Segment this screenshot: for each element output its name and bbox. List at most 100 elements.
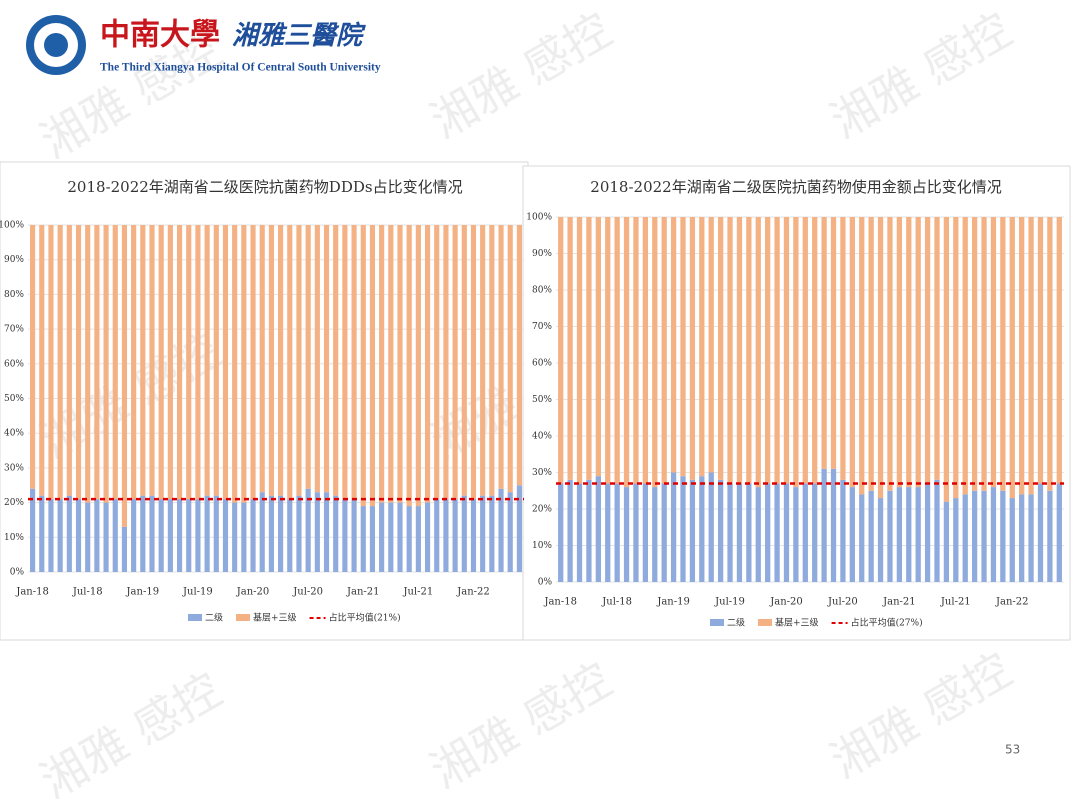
x-tick-label: Jul-20 xyxy=(292,587,323,598)
bar-segment xyxy=(830,468,837,582)
bar-segment xyxy=(222,499,229,572)
y-tick-label: 20% xyxy=(532,505,552,515)
bar-segment xyxy=(765,217,771,484)
bar-segment xyxy=(717,479,724,582)
bar-segment xyxy=(30,225,36,489)
bar-segment xyxy=(953,217,959,499)
bar-segment xyxy=(296,225,302,496)
bar-segment xyxy=(195,499,201,572)
bar-segment xyxy=(250,225,256,500)
bar-segment xyxy=(195,225,201,500)
bar-segment xyxy=(746,217,752,484)
bar-segment xyxy=(774,483,780,582)
legend-swatch xyxy=(710,619,724,626)
bar-segment xyxy=(1037,217,1044,484)
bar-segment xyxy=(971,217,978,491)
bar-segment xyxy=(424,502,431,572)
x-tick-label: Jul-19 xyxy=(182,587,213,598)
bar-segment xyxy=(586,479,592,582)
bar-segment xyxy=(605,483,611,582)
bar-segment xyxy=(774,217,780,484)
x-tick-label: Jan-21 xyxy=(882,597,916,608)
bar-segment xyxy=(689,217,696,480)
bar-segment xyxy=(489,495,495,572)
bar-segment xyxy=(516,225,522,486)
y-tick-label: 20% xyxy=(4,498,24,508)
legend-swatch xyxy=(758,619,773,626)
bar-segment xyxy=(623,217,630,488)
bar-segment xyxy=(461,225,467,496)
bar-segment xyxy=(305,225,311,489)
bar-segment xyxy=(103,502,109,572)
bar-segment xyxy=(222,225,229,500)
bar-segment xyxy=(868,217,874,491)
bar-segment xyxy=(112,499,118,572)
bar-segment xyxy=(906,487,912,582)
bar-segment xyxy=(699,476,705,582)
bar-segment xyxy=(567,217,573,480)
bar-segment xyxy=(323,492,330,572)
bar-segment xyxy=(1000,217,1006,491)
bar-segment xyxy=(670,217,677,473)
bar-segment xyxy=(670,472,677,582)
bar-segment xyxy=(623,487,630,582)
y-tick-label: 80% xyxy=(4,290,24,300)
bar-segment xyxy=(915,487,921,582)
bar-segment xyxy=(48,225,54,500)
bar-segment xyxy=(516,485,522,572)
bar-segment xyxy=(66,495,72,572)
x-tick-label: Jul-21 xyxy=(402,587,433,598)
bar-segment xyxy=(39,225,45,496)
bar-segment xyxy=(1009,217,1015,499)
bar-segment xyxy=(406,506,412,572)
bar-segment xyxy=(953,498,959,582)
bar-segment xyxy=(498,225,504,489)
bar-segment xyxy=(131,225,137,500)
bar-segment xyxy=(652,487,658,582)
y-tick-label: 60% xyxy=(532,359,552,369)
chart-title: 2018-2022年湖南省二级医院抗菌药物DDDs占比变化情况 xyxy=(67,178,462,196)
bar-segment xyxy=(278,495,284,572)
bar-segment xyxy=(915,217,921,488)
bar-segment xyxy=(149,495,155,572)
bar-segment xyxy=(351,225,357,500)
bar-segment xyxy=(830,217,837,469)
slide: 中南大學 湘雅三醫院 The Third Xiangya Hospital Of… xyxy=(0,15,1071,757)
y-tick-label: 30% xyxy=(4,463,24,473)
legend-label: 二级 xyxy=(205,612,223,624)
bar-segment xyxy=(1037,483,1044,582)
bar-segment xyxy=(232,502,238,572)
bar-segment xyxy=(755,487,761,582)
bar-segment xyxy=(680,217,686,477)
bar-segment xyxy=(783,217,790,484)
logo xyxy=(26,15,86,75)
bar-segment xyxy=(333,225,339,496)
bar-segment xyxy=(680,476,686,582)
bar-segment xyxy=(783,483,790,582)
y-tick-label: 100% xyxy=(526,213,552,223)
bar-segment xyxy=(470,499,477,572)
bar-segment xyxy=(595,217,601,477)
bar-segment xyxy=(821,217,827,469)
x-tick-label: Jan-22 xyxy=(995,597,1029,608)
bar-segment xyxy=(1047,217,1053,491)
bar-segment xyxy=(287,225,293,500)
bar-segment xyxy=(887,490,893,582)
page-number: 53 xyxy=(1005,743,1020,757)
bar-segment xyxy=(633,483,639,582)
bar-segment xyxy=(57,225,63,500)
bar-segment xyxy=(990,217,997,488)
x-tick-label: Jul-20 xyxy=(827,597,858,608)
x-tick-label: Jan-19 xyxy=(656,597,690,608)
bar-segment xyxy=(480,225,486,496)
bar-segment xyxy=(342,225,348,500)
x-tick-label: Jul-18 xyxy=(72,587,103,598)
bar-segment xyxy=(379,225,385,503)
bar-segment xyxy=(943,217,950,502)
bar-segment xyxy=(57,499,63,572)
bar-segment xyxy=(342,499,348,572)
bar-segment xyxy=(461,495,467,572)
bar-segment xyxy=(821,468,827,582)
bar-segment xyxy=(642,483,649,582)
bar-segment xyxy=(140,495,146,572)
